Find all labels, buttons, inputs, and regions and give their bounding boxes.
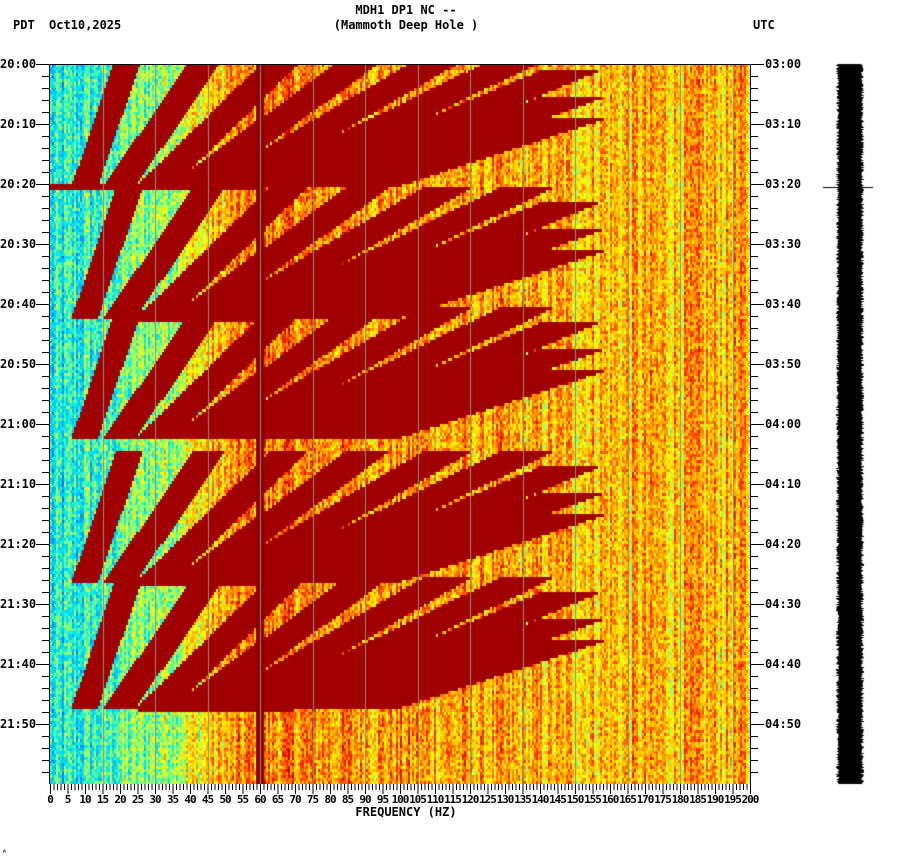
x-tick-label: 45 <box>201 793 214 806</box>
y-tick-label-utc: 04:00 <box>765 417 802 431</box>
y-tick-label-pdt: 21:50 <box>0 717 37 731</box>
x-tick-label: 90 <box>359 793 371 806</box>
x-axis-title: FREQUENCY (HZ) <box>355 805 457 819</box>
y-tick-label-pdt: 20:40 <box>0 297 37 311</box>
x-tick-label: 140 <box>531 793 550 806</box>
x-tick-label: 75 <box>306 793 319 806</box>
x-tick-label: 175 <box>654 793 672 806</box>
y-tick-label-utc: 04:10 <box>765 477 802 491</box>
x-tick-label: 195 <box>724 793 742 806</box>
x-tick-label: 200 <box>741 793 760 806</box>
seismogram-trace <box>820 60 880 790</box>
x-tick-label: 135 <box>514 793 532 806</box>
x-tick-label: 160 <box>601 793 620 806</box>
y-tick-label-pdt: 20:20 <box>0 177 37 191</box>
y-tick-label-pdt: 21:00 <box>0 417 37 431</box>
y-tick-label-pdt: 21:10 <box>0 477 37 491</box>
y-tick-label-utc: 04:30 <box>765 597 802 611</box>
x-tick-label: 35 <box>166 793 179 806</box>
x-tick-label: 25 <box>131 793 144 806</box>
x-tick-label: 150 <box>566 793 585 806</box>
y-tick-label-pdt: 20:50 <box>0 357 37 371</box>
y-tick-label-utc: 04:20 <box>765 537 802 551</box>
spectrogram-heatmap <box>50 64 750 784</box>
x-tick-label: 100 <box>391 793 410 806</box>
x-tick-label: 10 <box>79 793 91 806</box>
x-tick-label: 0 <box>47 793 54 806</box>
x-tick-label: 65 <box>271 793 284 806</box>
x-tick-label: 105 <box>409 793 427 806</box>
x-tick-label: 110 <box>426 793 445 806</box>
x-tick-label: 30 <box>149 793 161 806</box>
x-tick-label: 70 <box>289 793 301 806</box>
x-tick-label: 170 <box>636 793 655 806</box>
x-tick-label: 95 <box>376 793 389 806</box>
y-tick-label-pdt: 20:30 <box>0 237 37 251</box>
x-tick-label: 40 <box>184 793 196 806</box>
left-timezone-label: PDT <box>13 18 35 32</box>
x-tick-label: 185 <box>689 793 707 806</box>
x-tick-label: 155 <box>584 793 602 806</box>
footer-mark: ᴬ <box>2 848 7 857</box>
x-tick-label: 180 <box>671 793 690 806</box>
y-tick-label-pdt: 21:30 <box>0 597 37 611</box>
x-tick-label: 15 <box>96 793 109 806</box>
x-tick-label: 130 <box>496 793 515 806</box>
chart-title-location: (Mammoth Deep Hole ) <box>333 18 479 32</box>
right-timezone-label: UTC <box>753 18 775 32</box>
date-label: Oct10,2025 <box>49 18 122 32</box>
x-tick-label: 60 <box>254 793 266 806</box>
y-tick-label-pdt: 21:40 <box>0 657 37 671</box>
y-tick-label-utc: 03:20 <box>765 177 802 191</box>
y-tick-label-utc: 04:40 <box>765 657 802 671</box>
x-tick-label: 120 <box>461 793 480 806</box>
y-tick-label-utc: 04:50 <box>765 717 802 731</box>
y-tick-label-pdt: 20:00 <box>0 57 37 71</box>
x-tick-label: 20 <box>114 793 126 806</box>
x-tick-label: 190 <box>706 793 725 806</box>
x-tick-label: 55 <box>236 793 249 806</box>
y-tick-label-pdt: 21:20 <box>0 537 37 551</box>
y-tick-label-utc: 03:40 <box>765 297 802 311</box>
x-tick-label: 115 <box>444 793 462 806</box>
x-tick-label: 85 <box>341 793 354 806</box>
x-tick-label: 165 <box>619 793 637 806</box>
y-tick-label-utc: 03:30 <box>765 237 802 251</box>
y-tick-label-utc: 03:00 <box>765 57 802 71</box>
x-tick-label: 80 <box>324 793 336 806</box>
y-tick-label-utc: 03:10 <box>765 117 802 131</box>
x-tick-label: 145 <box>549 793 567 806</box>
x-tick-label: 125 <box>479 793 497 806</box>
y-tick-label-utc: 03:50 <box>765 357 802 371</box>
chart-title-station: MDH1 DP1 NC -- <box>355 3 457 17</box>
x-tick-label: 50 <box>219 793 231 806</box>
x-tick-label: 5 <box>64 793 72 806</box>
y-tick-label-pdt: 20:10 <box>0 117 37 131</box>
